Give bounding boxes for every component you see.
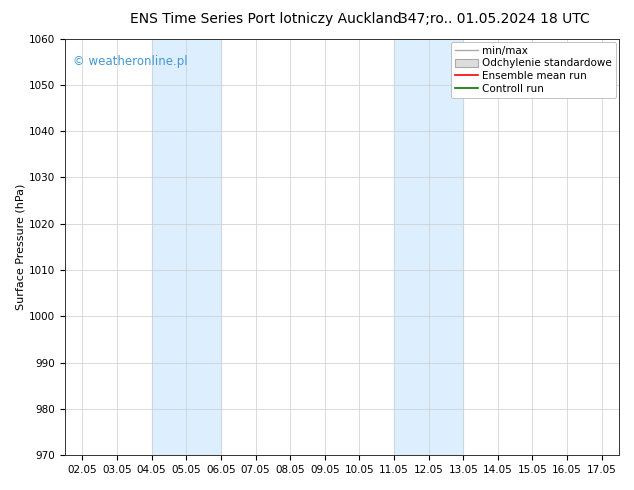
Bar xyxy=(394,39,463,455)
Text: ENS Time Series Port lotniczy Auckland: ENS Time Series Port lotniczy Auckland xyxy=(131,12,402,26)
Legend: min/max, Odchylenie standardowe, Ensemble mean run, Controll run: min/max, Odchylenie standardowe, Ensembl… xyxy=(451,42,616,98)
Text: © weatheronline.pl: © weatheronline.pl xyxy=(74,55,188,68)
Text: 347;ro.. 01.05.2024 18 UTC: 347;ro.. 01.05.2024 18 UTC xyxy=(399,12,590,26)
Bar xyxy=(152,39,221,455)
Y-axis label: Surface Pressure (hPa): Surface Pressure (hPa) xyxy=(15,184,25,310)
